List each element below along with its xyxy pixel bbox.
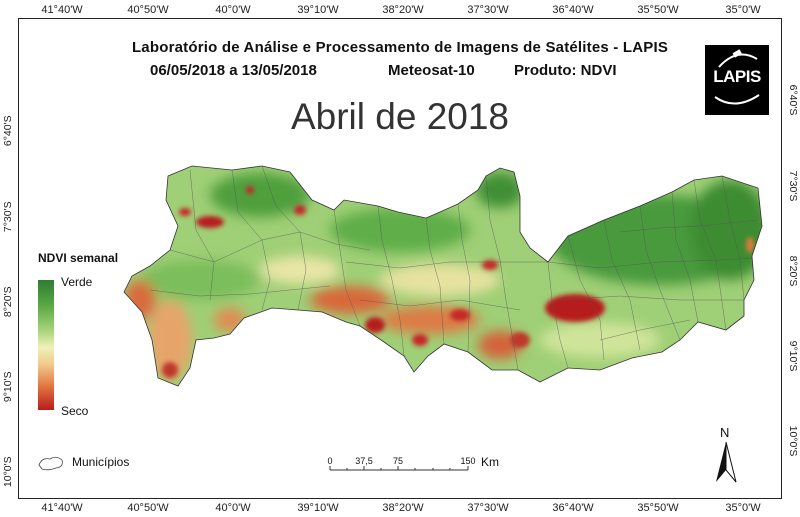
satellite-logo-icon bbox=[714, 49, 760, 105]
bottom-tick-label: 40°0'W bbox=[215, 502, 251, 514]
product-label: Produto: NDVI bbox=[514, 62, 617, 79]
municipality-boundaries bbox=[149, 166, 759, 371]
top-tick-label: 38°20'W bbox=[382, 4, 424, 16]
scale-tick-label: 37,5 bbox=[355, 456, 373, 466]
bottom-tick-label: 35°50'W bbox=[637, 502, 679, 514]
legend-low-label: Seco bbox=[61, 404, 89, 418]
scale-unit-label: Km bbox=[481, 455, 499, 469]
top-tick-label: 37°30'W bbox=[467, 4, 509, 16]
bottom-tick-label: 41°40'W bbox=[41, 502, 83, 514]
north-arrow-icon bbox=[716, 441, 737, 483]
legend-high-label: Verde bbox=[61, 275, 93, 289]
bottom-tick-label: 37°30'W bbox=[467, 502, 509, 514]
right-tick-label: 8°20'S bbox=[787, 255, 799, 287]
right-tick-label: 10°0'S bbox=[787, 425, 799, 457]
bottom-tick-label: 38°20'W bbox=[382, 502, 424, 514]
state-outline bbox=[123, 165, 763, 387]
legend-title: NDVI semanal bbox=[38, 251, 119, 265]
top-tick-label: 40°0'W bbox=[215, 4, 251, 16]
top-tick-label: 35°50'W bbox=[637, 4, 679, 16]
scale-tick-label: 0 bbox=[327, 456, 333, 466]
ndvi-color-ramp bbox=[38, 280, 54, 410]
bottom-tick-label: 39°10'W bbox=[297, 502, 339, 514]
scale-tick-label: 150 bbox=[460, 456, 476, 466]
logo-text: LAPIS bbox=[713, 67, 761, 86]
north-label: N bbox=[720, 425, 730, 440]
ndvi-raster bbox=[124, 166, 762, 386]
lapis-logo: LAPIS bbox=[705, 45, 769, 115]
top-tick-label: 39°10'W bbox=[297, 4, 339, 16]
period-label: 06/05/2018 a 13/05/2018 bbox=[150, 62, 317, 79]
top-tick-label: 41°40'W bbox=[41, 4, 83, 16]
municipio-polygon-icon bbox=[38, 456, 63, 471]
month-title: Abril de 2018 bbox=[290, 96, 510, 137]
bottom-tick-label: 40°50'W bbox=[127, 502, 169, 514]
municipios-label: Municípios bbox=[72, 455, 130, 469]
bottom-tick-label: 36°40'W bbox=[552, 502, 594, 514]
top-tick-label: 36°40'W bbox=[552, 4, 594, 16]
lab-title: Laboratório de Análise e Processamento d… bbox=[131, 39, 669, 56]
scale-tick-label: 75 bbox=[392, 456, 404, 466]
right-tick-label: 6°40'S bbox=[787, 84, 799, 116]
right-tick-label: 9°10'S bbox=[787, 340, 799, 372]
top-tick-label: 40°50'W bbox=[127, 4, 169, 16]
bottom-tick-label: 35°0'W bbox=[725, 502, 761, 514]
top-tick-label: 35°0'W bbox=[725, 4, 761, 16]
scale-bar bbox=[329, 466, 469, 471]
right-tick-label: 7°30'S bbox=[787, 170, 799, 202]
satellite-label: Meteosat-10 bbox=[388, 62, 475, 79]
